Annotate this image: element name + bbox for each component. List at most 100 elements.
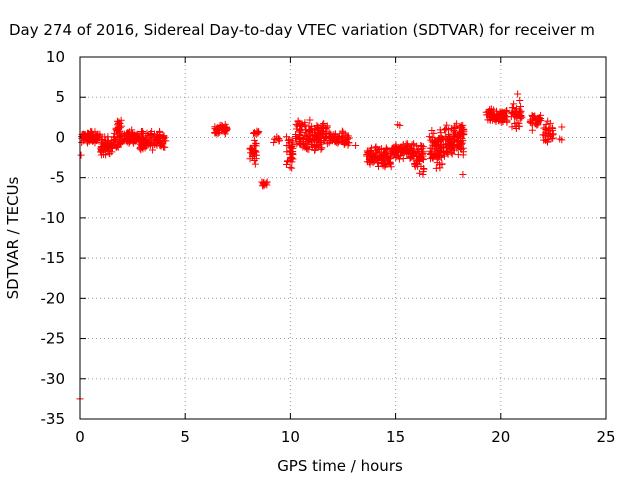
y-tick-label: -35 <box>41 410 66 428</box>
data-point <box>457 123 465 131</box>
data-point <box>314 124 322 132</box>
y-tick-label: 5 <box>55 88 65 106</box>
data-point <box>451 122 459 130</box>
y-tick-label: 0 <box>55 128 65 146</box>
data-point <box>141 132 149 140</box>
data-point <box>526 118 534 126</box>
data-point <box>102 151 110 159</box>
y-tick-label: -10 <box>41 209 66 227</box>
data-point <box>416 152 424 160</box>
data-point <box>514 90 522 98</box>
data-point <box>534 119 542 127</box>
plot-frame <box>79 56 607 420</box>
data-point <box>317 137 325 145</box>
data-point <box>250 136 258 144</box>
data-point <box>445 139 453 147</box>
data-point <box>399 154 407 162</box>
y-axis-label: SDTVAR / TECUs <box>4 176 22 299</box>
data-point <box>437 141 445 149</box>
data-point <box>428 133 436 141</box>
data-point <box>301 143 309 151</box>
x-tick-label: 20 <box>491 428 510 446</box>
data-point <box>293 140 301 148</box>
data-point <box>212 129 220 137</box>
data-point <box>270 139 278 147</box>
data-point <box>460 128 468 136</box>
data-point <box>432 140 440 148</box>
data-point <box>459 170 467 178</box>
data-point <box>381 150 389 158</box>
data-point <box>454 138 462 146</box>
data-point <box>91 138 99 146</box>
data-point <box>542 125 550 133</box>
data-point <box>250 157 258 165</box>
data-point <box>320 119 328 127</box>
data-point <box>83 132 91 140</box>
data-point <box>434 146 442 154</box>
data-point <box>287 148 295 156</box>
x-axis-label: GPS time / hours <box>277 457 403 475</box>
y-tick-label: -30 <box>41 370 66 388</box>
data-point <box>414 147 422 155</box>
data-point <box>499 109 507 117</box>
data-point <box>307 126 315 134</box>
data-point <box>459 137 467 145</box>
data-point <box>530 113 538 121</box>
data-point <box>112 144 120 152</box>
x-tick-label: 0 <box>75 428 85 446</box>
data-point <box>492 118 500 126</box>
data-point <box>443 148 451 156</box>
data-point <box>377 153 385 161</box>
data-point <box>447 149 455 157</box>
data-point <box>549 131 557 139</box>
data-point <box>300 121 308 129</box>
data-point <box>545 127 553 135</box>
data-point <box>98 147 106 155</box>
chart-title: Day 274 of 2016, Sidereal Day-to-day VTE… <box>9 21 595 39</box>
data-point <box>398 146 406 154</box>
data-point <box>137 146 145 154</box>
data-point <box>484 116 492 124</box>
data-point <box>88 128 96 136</box>
data-point <box>262 179 270 187</box>
data-point <box>508 123 516 131</box>
data-point <box>392 154 400 162</box>
data-point <box>306 131 314 139</box>
data-point <box>516 96 524 104</box>
data-point <box>387 163 395 171</box>
data-point <box>284 137 292 145</box>
data-point <box>246 145 254 153</box>
data-point <box>442 126 450 134</box>
data-point <box>406 153 414 161</box>
data-point <box>500 113 508 121</box>
data-point <box>316 138 324 146</box>
data-point <box>544 117 552 125</box>
data-point <box>372 153 380 161</box>
data-point <box>341 137 349 145</box>
data-point <box>101 133 109 141</box>
data-point <box>375 148 383 156</box>
data-point <box>420 165 428 173</box>
data-point <box>386 155 394 163</box>
data-point <box>306 116 314 124</box>
data-point <box>247 144 255 152</box>
data-point <box>432 164 440 172</box>
data-point <box>302 140 310 148</box>
data-point <box>516 113 524 121</box>
data-point <box>446 145 454 153</box>
data-point <box>318 144 326 152</box>
data-point <box>440 152 448 160</box>
data-point <box>406 146 414 154</box>
data-point <box>149 138 157 146</box>
data-point <box>319 121 327 129</box>
data-point <box>558 123 566 131</box>
data-point <box>105 146 113 154</box>
y-tick-labels: 10 5 0 -5 -10 -15 -20 -25 -30 -35 <box>41 48 66 428</box>
data-point <box>413 142 421 150</box>
data-point <box>255 128 263 136</box>
data-point <box>160 132 168 140</box>
data-point <box>330 135 338 143</box>
data-point <box>271 135 279 143</box>
data-point <box>297 141 305 149</box>
